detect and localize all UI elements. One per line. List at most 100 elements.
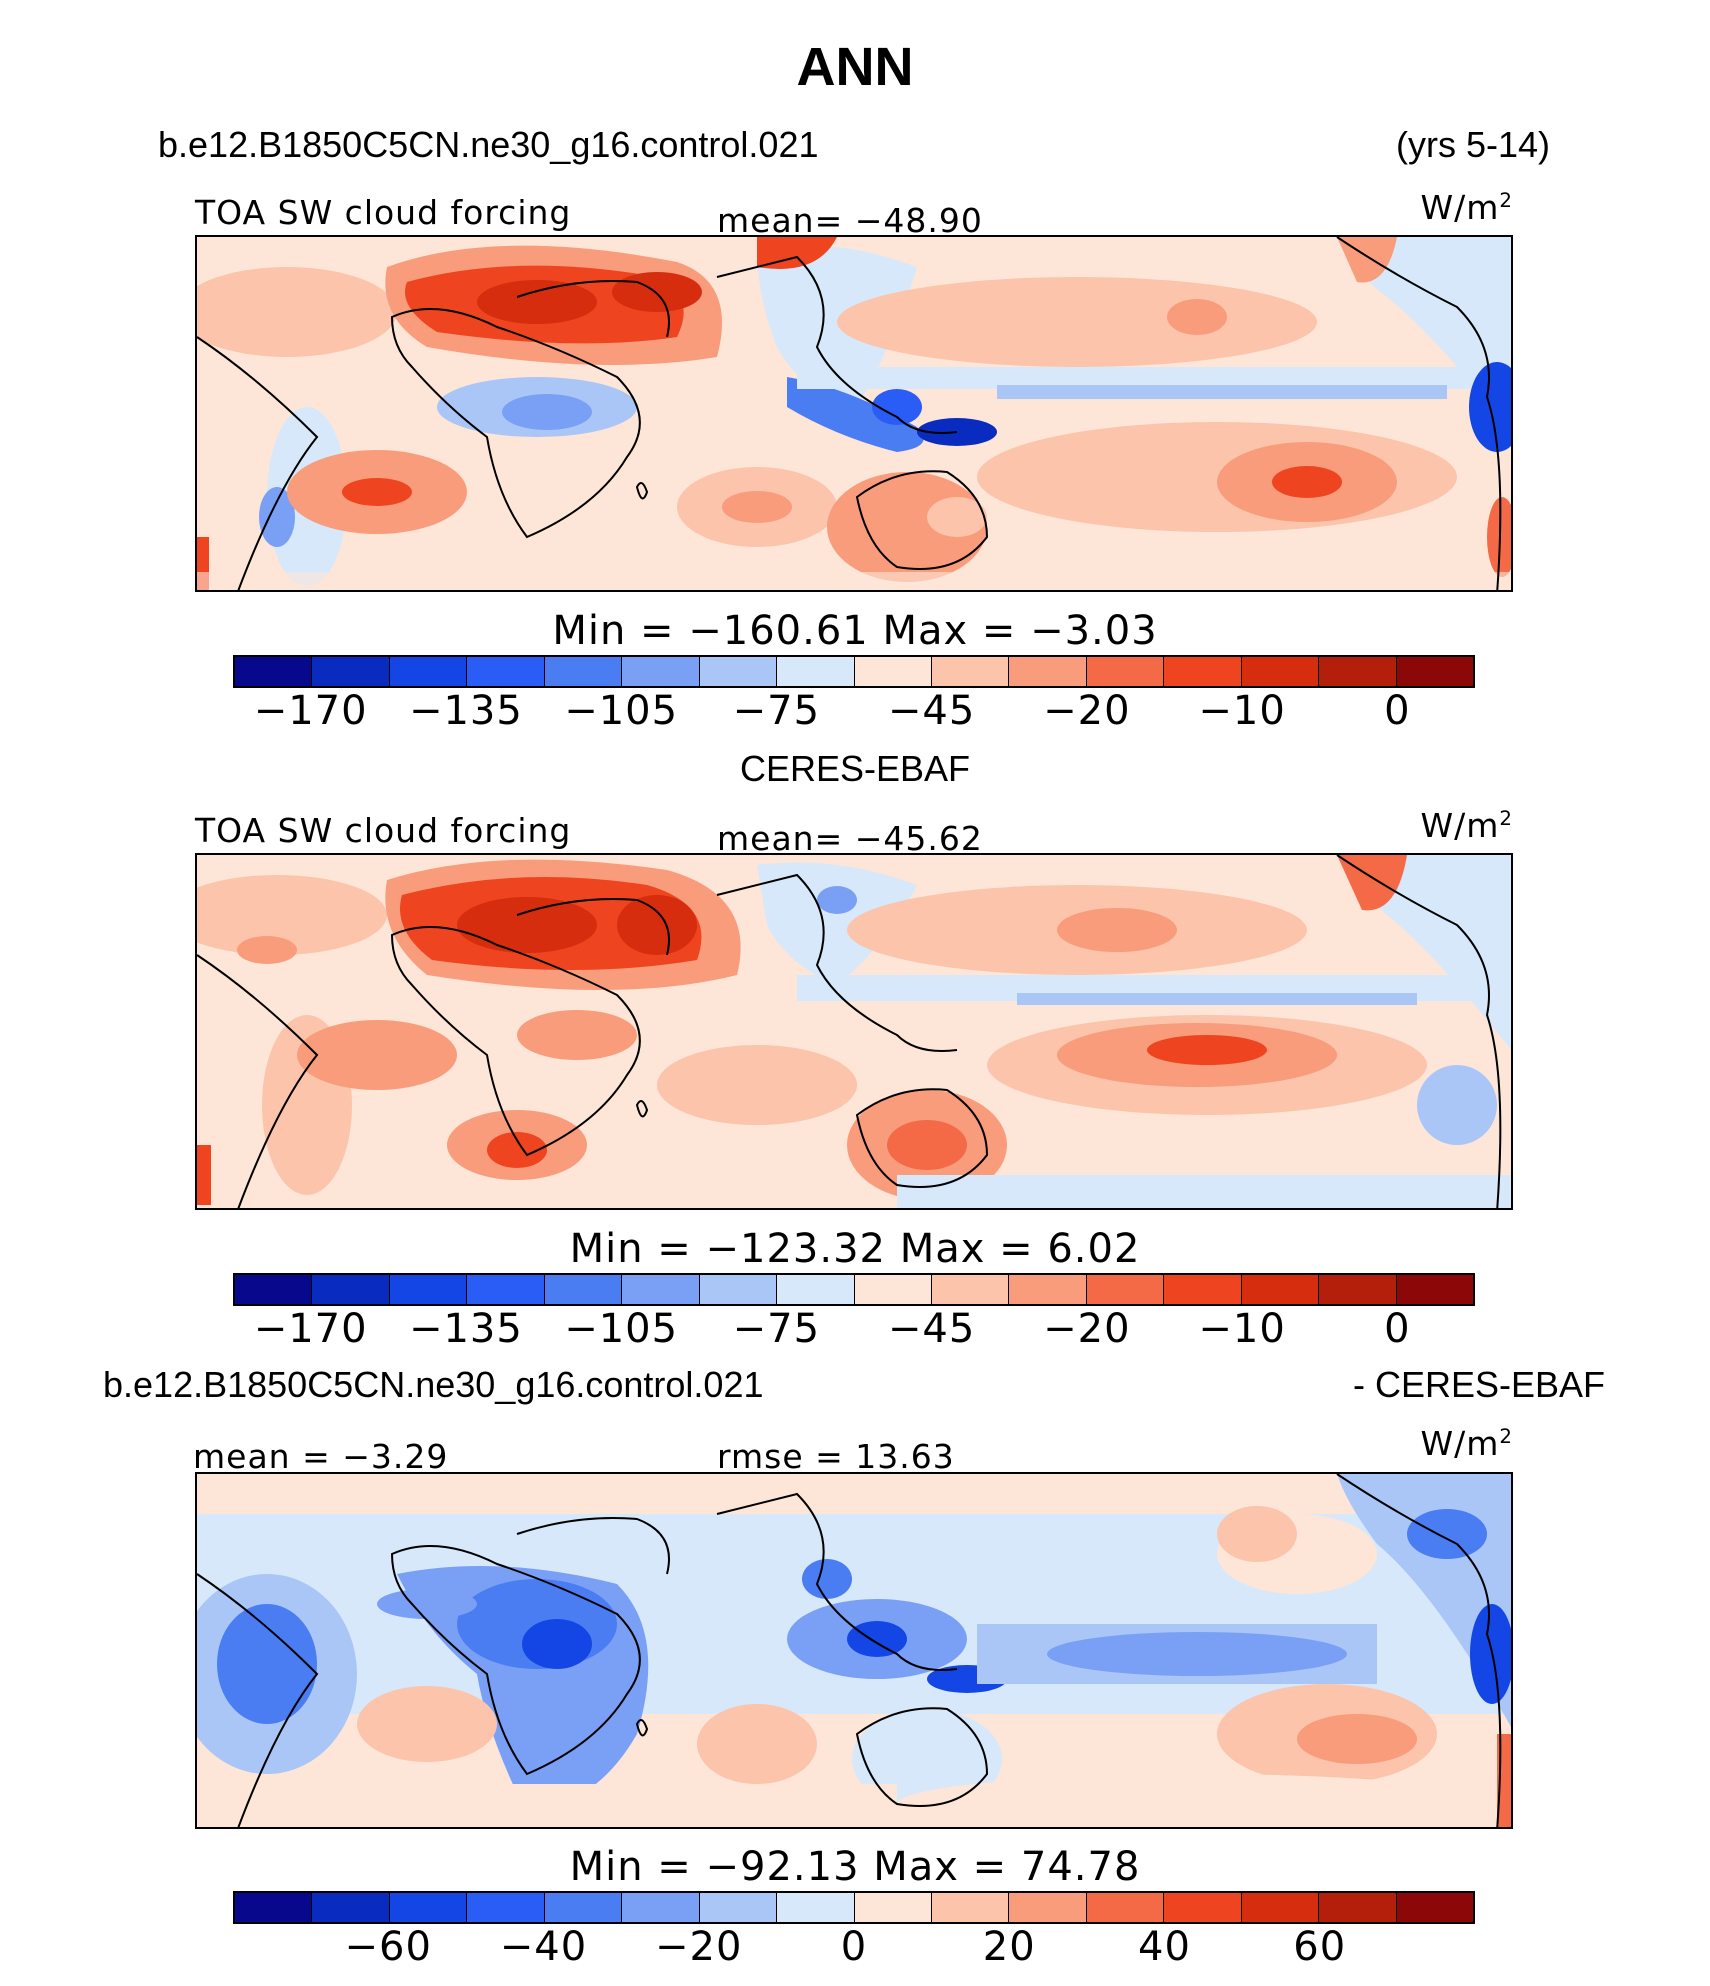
years-label: (yrs 5-14) (1395, 124, 1550, 165)
panel3-units-base: W/m (1420, 1424, 1500, 1463)
panel2-min-max: Min = −123.32 Max = 6.02 (569, 1226, 1141, 1272)
colorbar-swatch (777, 657, 855, 686)
colorbar-tick-label: −45 (887, 1306, 976, 1352)
panel1-units: W/m2 (1421, 188, 1514, 227)
colorbar-tick-label: −10 (1198, 1306, 1286, 1352)
colorbar-swatch (1009, 657, 1087, 686)
colorbar-tick-label: 0 (1384, 688, 1411, 734)
colorbar-tick-label: 40 (1138, 1924, 1191, 1970)
colorbar-swatch (1319, 1893, 1397, 1922)
colorbar-tick-label: −135 (408, 688, 523, 734)
colorbar-swatch (235, 657, 313, 686)
colorbar-swatch (1086, 1275, 1165, 1304)
colorbar-tick-label: −170 (253, 1306, 368, 1352)
colorbar-swatch (931, 1893, 1010, 1922)
colorbar-swatch (777, 1893, 855, 1922)
colorbar-swatch (1319, 657, 1397, 686)
colorbar-swatch (1319, 1275, 1397, 1304)
colorbar-tick-label: −20 (655, 1924, 743, 1970)
colorbar-swatch (1396, 657, 1473, 686)
panel1-min-max: Min = −160.61 Max = −3.03 (552, 608, 1158, 654)
panel3-rmse: rmse = 13.63 (717, 1437, 955, 1476)
colorbar-tick-label: −45 (887, 688, 976, 734)
colorbar-swatch (544, 1275, 623, 1304)
colorbar-swatch (467, 1275, 545, 1304)
panel3-colorbar (233, 1891, 1475, 1924)
colorbar-tick-label: −10 (1198, 688, 1286, 734)
colorbar-swatch (235, 1893, 313, 1922)
panel1-units-base: W/m (1420, 188, 1500, 227)
colorbar-swatch (931, 657, 1010, 686)
panel3-units: W/m2 (1421, 1424, 1514, 1463)
colorbar-swatch (1086, 1893, 1165, 1922)
colorbar-swatch (699, 657, 778, 686)
colorbar-swatch (699, 1275, 778, 1304)
colorbar-tick-label: −105 (564, 688, 679, 734)
panel1-field-label: TOA SW cloud forcing (195, 193, 572, 232)
panel2-units-exp: 2 (1499, 807, 1513, 830)
colorbar-swatch (622, 1893, 700, 1922)
panel1-units-exp: 2 (1499, 189, 1513, 212)
colorbar-swatch (622, 1275, 700, 1304)
colorbar-tick-label: −60 (344, 1924, 432, 1970)
figure-title: ANN (796, 37, 914, 97)
colorbar-swatch (235, 1275, 313, 1304)
colorbar-swatch (467, 657, 545, 686)
panel2-field-label: TOA SW cloud forcing (195, 811, 572, 850)
colorbar-swatch (1396, 1275, 1473, 1304)
panel2-units-base: W/m (1420, 806, 1500, 845)
case-name: b.e12.B1850C5CN.ne30_g16.control.021 (158, 124, 819, 165)
colorbar-swatch (777, 1275, 855, 1304)
colorbar-swatch (699, 1893, 778, 1922)
colorbar-tick-label: 0 (1384, 1306, 1411, 1352)
colorbar-swatch (1164, 657, 1242, 686)
colorbar-swatch (931, 1275, 1010, 1304)
colorbar-swatch (389, 657, 468, 686)
colorbar-swatch (544, 1893, 623, 1922)
colorbar-swatch (1241, 1275, 1320, 1304)
colorbar-tick-label: −135 (408, 1306, 523, 1352)
colorbar-swatch (467, 1893, 545, 1922)
colorbar-swatch (1009, 1275, 1087, 1304)
colorbar-tick-label: 0 (840, 1924, 868, 1970)
colorbar-tick-label: −105 (564, 1306, 679, 1352)
panel1-map (195, 235, 1513, 592)
panel3-map (195, 1472, 1513, 1829)
panel2-colorbar-ticks: −170 −135 −105 −75 −45 −20 −10 0 (233, 1306, 1475, 1354)
colorbar-swatch (1164, 1275, 1242, 1304)
colorbar-swatch (854, 1893, 932, 1922)
colorbar-swatch (389, 1893, 468, 1922)
colorbar-tick-label: −75 (732, 1306, 821, 1352)
obs-name: CERES-EBAF (739, 748, 971, 789)
colorbar-swatch (312, 1275, 390, 1304)
diff-case-name: b.e12.B1850C5CN.ne30_g16.control.021 (103, 1364, 764, 1405)
panel1-mean: mean= −48.90 (717, 201, 983, 240)
colorbar-swatch (1009, 1893, 1087, 1922)
colorbar-tick-label: −75 (732, 688, 821, 734)
panel3-units-exp: 2 (1499, 1425, 1513, 1448)
panel3-colorbar-ticks: −60 −40 −20 0 20 40 60 (233, 1924, 1475, 1972)
panel2-units: W/m2 (1421, 806, 1514, 845)
colorbar-tick-label: −20 (1043, 688, 1131, 734)
colorbar-swatch (854, 1275, 932, 1304)
colorbar-tick-label: 20 (982, 1924, 1036, 1970)
colorbar-swatch (1396, 1893, 1473, 1922)
colorbar-swatch (1241, 1893, 1320, 1922)
panel3-mean: mean = −3.29 (193, 1437, 449, 1476)
colorbar-swatch (389, 1275, 468, 1304)
colorbar-swatch (854, 657, 932, 686)
colorbar-tick-label: −20 (1043, 1306, 1131, 1352)
panel3-min-max: Min = −92.13 Max = 74.78 (569, 1844, 1141, 1890)
colorbar-swatch (1164, 1893, 1242, 1922)
panel2-colorbar (233, 1273, 1475, 1306)
colorbar-swatch (312, 1893, 390, 1922)
colorbar-tick-label: 60 (1293, 1924, 1347, 1970)
colorbar-tick-label: −170 (253, 688, 368, 734)
panel1-colorbar (233, 655, 1475, 688)
colorbar-swatch (544, 657, 623, 686)
panel2-map (195, 853, 1513, 1210)
colorbar-swatch (312, 657, 390, 686)
colorbar-swatch (1086, 657, 1165, 686)
colorbar-swatch (1241, 657, 1320, 686)
colorbar-tick-label: −40 (499, 1924, 588, 1970)
